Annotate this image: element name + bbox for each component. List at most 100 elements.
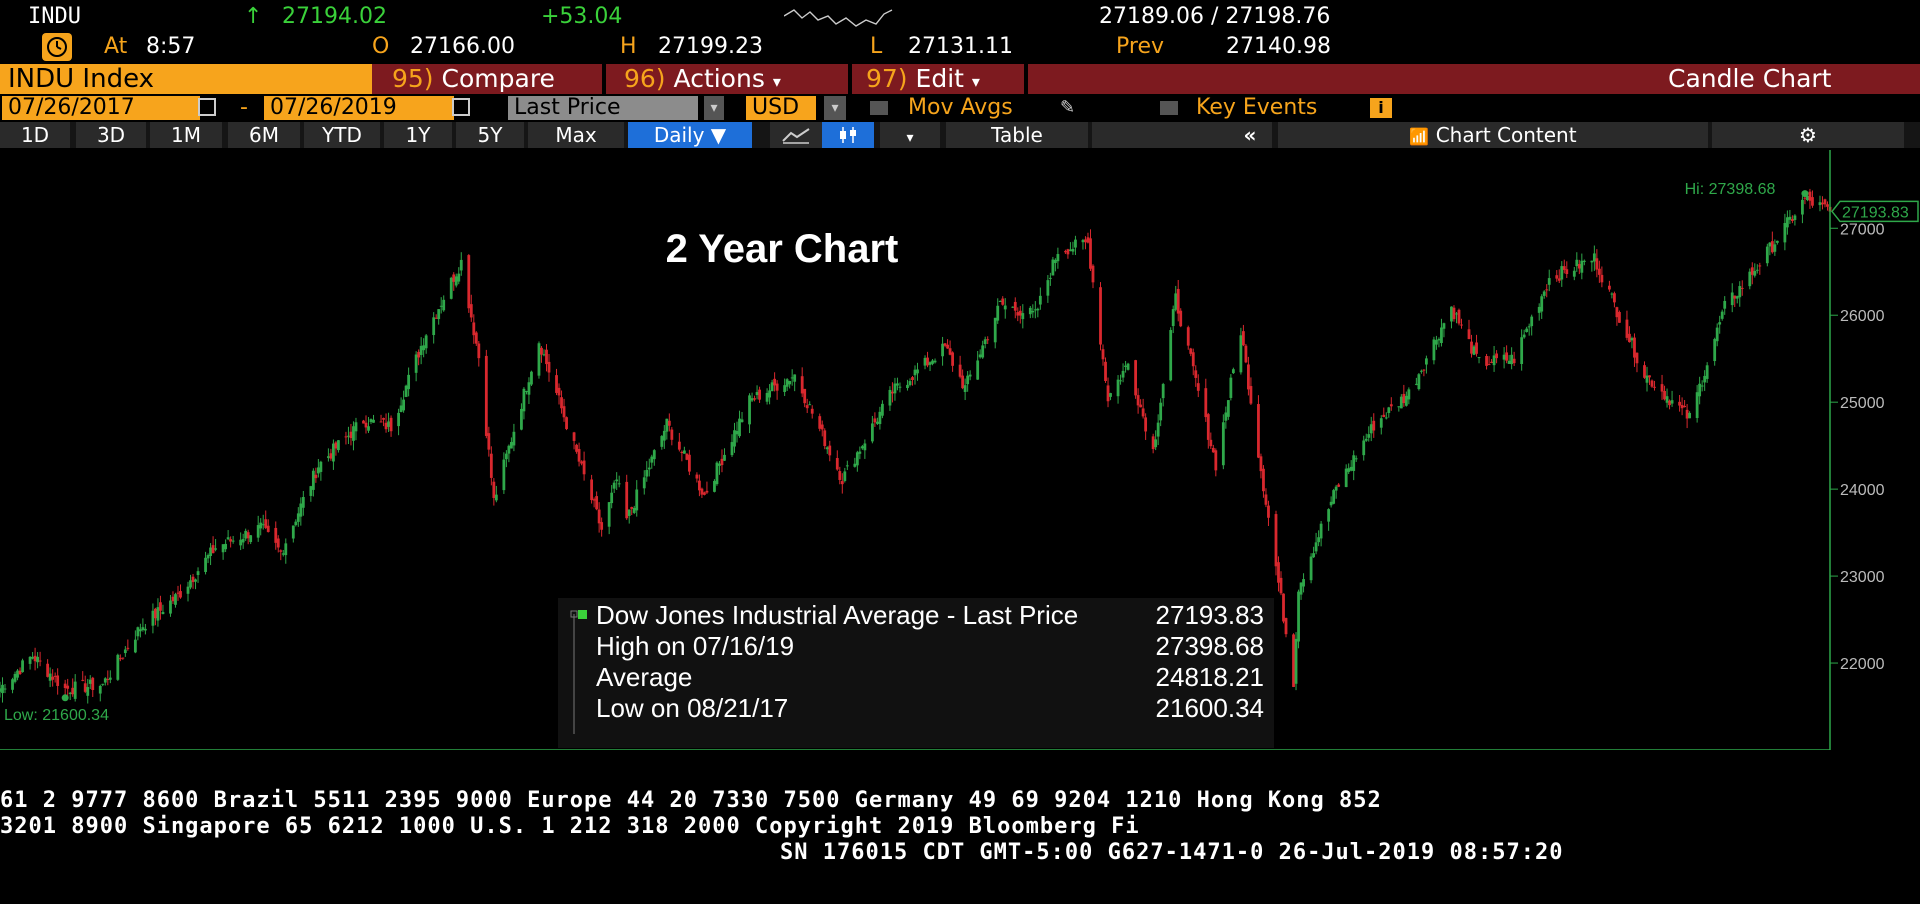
candle-body (547, 361, 551, 373)
candle-body (1151, 436, 1155, 450)
candle-body (1262, 468, 1265, 492)
candle-body (993, 317, 997, 343)
actions-menu[interactable]: 96) Actions ▾ (624, 64, 781, 94)
legend-low-value: 21600.34 (1155, 693, 1264, 723)
end-date-field[interactable]: 07/26/2019 (264, 96, 454, 120)
candle-body (143, 628, 147, 631)
y-tick-label: 27000 (1840, 221, 1885, 238)
tab-period-1m[interactable]: 1M (150, 122, 222, 148)
security-field[interactable]: INDU Index (0, 64, 372, 94)
mov-avgs-checkbox[interactable] (870, 101, 888, 115)
calendar-icon[interactable] (452, 98, 470, 116)
calendar-icon[interactable] (198, 98, 216, 116)
candle-body (670, 429, 674, 440)
candle-body (1294, 638, 1298, 684)
candle-body (68, 692, 72, 694)
field-select[interactable]: Last Price (508, 96, 698, 120)
candle-body (469, 304, 473, 318)
candle-body (362, 420, 365, 424)
chevron-down-icon[interactable]: ▾ (704, 96, 724, 120)
chart-content-button[interactable]: 📶 Chart Content (1278, 122, 1708, 148)
candle-chart-icon[interactable] (822, 122, 874, 148)
tab-period-3d[interactable]: 3D (76, 122, 146, 148)
low-marker (61, 694, 69, 702)
edit-menu[interactable]: 97) Edit ▾ (866, 64, 980, 94)
candle-body (1369, 424, 1373, 434)
tab-period-1y[interactable]: 1Y (384, 122, 452, 148)
candle-body (873, 418, 877, 423)
candle-body (740, 419, 744, 423)
candle-body (1748, 271, 1752, 287)
candle-body (1379, 418, 1383, 428)
mov-avgs-label[interactable]: Mov Avgs (908, 95, 1013, 120)
candle-body (948, 348, 952, 355)
frequency-dropdown[interactable]: Daily ▼ (628, 122, 752, 148)
open-label: O (372, 34, 390, 59)
candle-body (472, 322, 476, 336)
candle-body (1104, 361, 1107, 382)
candle-body (1314, 542, 1318, 552)
candle-body (875, 421, 879, 424)
candle-body (617, 483, 621, 485)
price-chart[interactable]: 220002300024000250002600027000JulAugSepO… (0, 150, 1920, 794)
chart-content-icon: 📶 (1409, 127, 1430, 146)
candle-body (256, 525, 260, 538)
candle-body (1109, 393, 1112, 397)
info-icon[interactable]: i (1370, 98, 1392, 118)
start-date-field[interactable]: 07/26/2017 (2, 96, 200, 120)
tab-period-1d[interactable]: 1D (0, 122, 70, 148)
candle-body (1191, 352, 1195, 367)
chart-style-dropdown[interactable]: ▾ (880, 122, 940, 148)
compare-menu[interactable]: 95) Compare (392, 64, 555, 94)
candle-body (51, 676, 55, 680)
candle-body (911, 377, 914, 381)
tab-period-5y[interactable]: 5Y (456, 122, 524, 148)
candle-body (71, 687, 75, 695)
y-tick-label: 23000 (1840, 569, 1885, 586)
candle-body (810, 408, 814, 414)
chevron-down-icon[interactable]: ▾ (824, 96, 846, 120)
pencil-icon[interactable]: ✎ (1060, 97, 1076, 118)
candle-body (186, 586, 190, 594)
candle-body (1630, 338, 1634, 341)
candle-body (687, 454, 691, 472)
bid-ask: 27189.06 / 27198.76 (1099, 4, 1331, 29)
up-arrow-icon: ↑ (244, 4, 263, 29)
candle-body (612, 482, 616, 489)
candle-body (1417, 374, 1421, 390)
table-button[interactable]: Table (946, 122, 1088, 148)
chevron-down-icon: ▾ (971, 72, 980, 91)
candle-body (1545, 289, 1549, 291)
settings-button[interactable]: ⚙ (1712, 122, 1904, 148)
collapse-button[interactable]: « (1228, 122, 1272, 148)
currency-select[interactable]: USD (746, 96, 816, 120)
tab-period-6m[interactable]: 6M (228, 122, 300, 148)
candle-body (1126, 363, 1130, 370)
candle-body (1372, 420, 1376, 431)
tab-period-max[interactable]: Max (528, 122, 624, 148)
line-chart-icon[interactable] (770, 122, 822, 148)
candle-body (1154, 439, 1158, 448)
legend-low-label: Low on 08/21/17 (596, 693, 789, 723)
candle-body (976, 360, 980, 380)
candle-body (700, 488, 704, 495)
candle-body (642, 477, 646, 489)
candle-body (607, 502, 611, 527)
candle-body (176, 592, 180, 594)
candle-body (239, 539, 243, 546)
candle-body (477, 343, 481, 359)
candle-body (442, 299, 446, 311)
key-events-label[interactable]: Key Events (1196, 95, 1318, 120)
candle-body (1317, 537, 1321, 543)
candle-body (665, 418, 669, 432)
tab-period-ytd[interactable]: YTD (304, 122, 380, 148)
candle-body (1021, 313, 1025, 320)
candle-body (1003, 305, 1007, 310)
candle-body (562, 406, 566, 418)
candle-body (1139, 404, 1143, 408)
candle-body (926, 357, 929, 366)
candle-body (1176, 288, 1180, 314)
candle-body (86, 687, 90, 696)
high-value: 27199.23 (658, 34, 763, 59)
key-events-checkbox[interactable] (1160, 101, 1178, 115)
